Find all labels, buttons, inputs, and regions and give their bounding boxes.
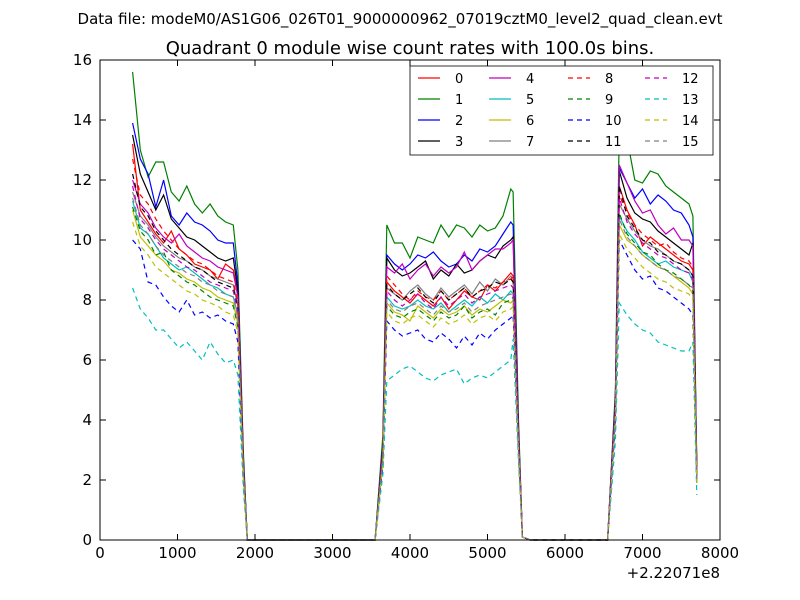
legend-label-5: 5: [526, 93, 534, 108]
legend-label-8: 8: [605, 72, 613, 87]
series-line-15: [132, 197, 698, 541]
y-tick-label: 4: [82, 411, 92, 429]
y-tick-label: 16: [73, 51, 92, 69]
legend-label-9: 9: [605, 93, 613, 108]
legend-label-10: 10: [605, 114, 622, 129]
series-line-2: [132, 122, 698, 541]
x-tick-label: 2000: [236, 544, 274, 562]
series-line-3: [132, 134, 698, 541]
legend-label-3: 3: [455, 135, 463, 150]
legend-label-0: 0: [455, 72, 463, 87]
x-tick-label: 3000: [313, 544, 351, 562]
series-line-14: [132, 221, 698, 541]
x-tick-label: 6000: [546, 544, 584, 562]
y-tick-label: 6: [82, 351, 92, 369]
axis-ticks: 0 1000 2000 3000 4000 5000 6000 7000 80000246810…: [73, 51, 739, 562]
x-tick-label: 1000: [158, 544, 196, 562]
legend-label-13: 13: [682, 93, 699, 108]
x-tick-label: 8000: [701, 544, 739, 562]
y-tick-label: 8: [82, 291, 92, 309]
legend-label-6: 6: [526, 114, 534, 129]
y-tick-label: 0: [82, 531, 92, 549]
series-line-8: [132, 158, 698, 541]
series-line-10: [132, 239, 698, 541]
series-line-4: [132, 164, 698, 541]
series-line-0: [132, 143, 698, 541]
x-offset-label: +2.22071e8: [627, 564, 720, 582]
series-line-9: [132, 206, 698, 541]
legend-label-1: 1: [455, 93, 463, 108]
x-tick-label: 5000: [468, 544, 506, 562]
legend-label-15: 15: [682, 135, 699, 150]
legend-label-14: 14: [682, 114, 699, 129]
legend-label-11: 11: [605, 135, 622, 150]
legend-label-4: 4: [526, 72, 534, 87]
chart-title: Quadrant 0 module wise count rates with …: [166, 38, 655, 59]
x-tick-label: 7000: [623, 544, 661, 562]
y-tick-label: 2: [82, 471, 92, 489]
series-line-6: [132, 209, 698, 541]
x-tick-label: 4000: [391, 544, 429, 562]
x-tick-label: 0: [95, 544, 105, 562]
series-line-11: [132, 173, 698, 541]
y-tick-label: 14: [73, 111, 92, 129]
series-line-13: [132, 287, 698, 541]
y-tick-label: 10: [73, 231, 92, 249]
legend-box: [409, 65, 714, 156]
legend-label-12: 12: [682, 72, 699, 87]
legend-label-7: 7: [526, 135, 534, 150]
series-line-12: [132, 185, 698, 541]
series-line-5: [132, 200, 698, 541]
chart-suptitle: Data file: modeM0/AS1G06_026T01_90000009…: [78, 10, 723, 29]
y-tick-label: 12: [73, 171, 92, 189]
legend-label-2: 2: [455, 114, 463, 129]
series-layer: [132, 71, 698, 541]
